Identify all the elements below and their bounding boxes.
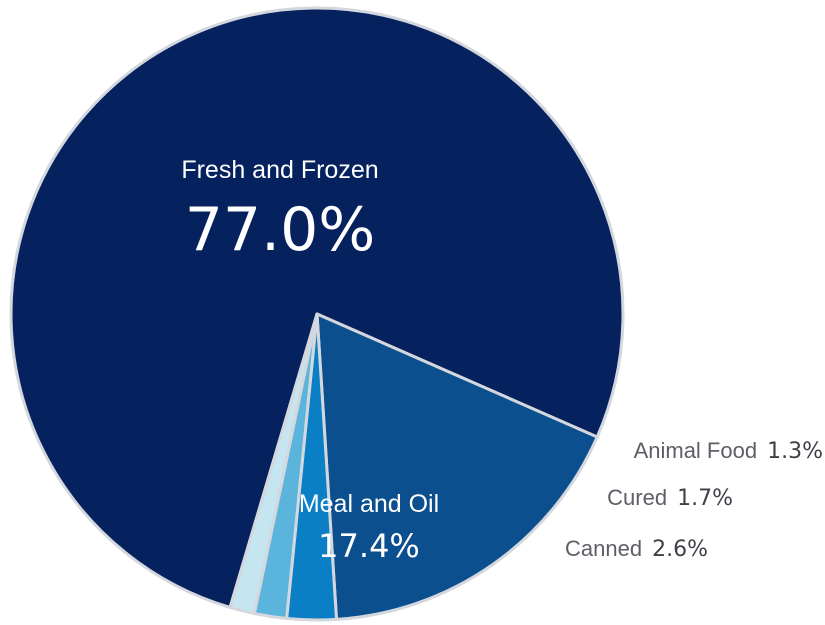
label-animal-food: Animal Food 1.3% [634, 438, 823, 464]
label-value-meal-and-oil: 17.4% [318, 527, 420, 565]
label-value-animal-food: 1.3% [767, 439, 823, 464]
label-value-fresh-and-frozen: 77.0% [185, 195, 376, 265]
pie-slice-meal-and-oil [315, 312, 599, 621]
label-name-fresh-and-frozen: Fresh and Frozen [181, 156, 378, 184]
pie-slice-animal-food [228, 312, 319, 616]
label-name-meal-and-oil: Meal and Oil [299, 490, 439, 518]
label-value-cured: 1.7% [677, 486, 733, 511]
pie-slice-fresh-and-frozen [9, 6, 625, 609]
label-value-canned: 2.6% [652, 537, 708, 562]
label-name-cured: Cured [607, 485, 667, 510]
label-name-canned: Canned [565, 536, 642, 561]
pie-slices [9, 6, 625, 622]
label-cured: Cured 1.7% [607, 485, 733, 511]
label-name-animal-food: Animal Food [634, 438, 758, 463]
label-canned: Canned 2.6% [565, 536, 708, 562]
